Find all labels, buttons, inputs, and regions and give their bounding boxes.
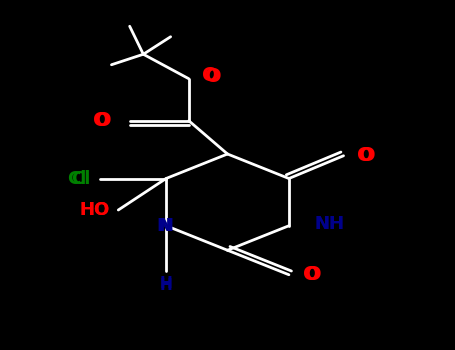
Text: O: O <box>202 66 219 85</box>
Text: O: O <box>305 265 322 284</box>
Text: O: O <box>92 111 109 130</box>
Text: HO: HO <box>79 201 109 219</box>
Text: H: H <box>160 278 172 293</box>
Text: O: O <box>359 146 376 165</box>
Text: O: O <box>205 68 222 86</box>
Text: O: O <box>95 111 111 130</box>
Text: HO: HO <box>79 201 109 219</box>
Text: Cl: Cl <box>71 169 91 188</box>
Text: NH: NH <box>314 215 344 233</box>
Text: H: H <box>160 276 172 292</box>
Text: Cl: Cl <box>67 169 86 188</box>
Text: N: N <box>159 217 173 235</box>
Text: N: N <box>157 217 171 235</box>
Text: NH: NH <box>314 215 344 233</box>
Text: O: O <box>357 146 374 165</box>
Text: O: O <box>303 265 319 284</box>
